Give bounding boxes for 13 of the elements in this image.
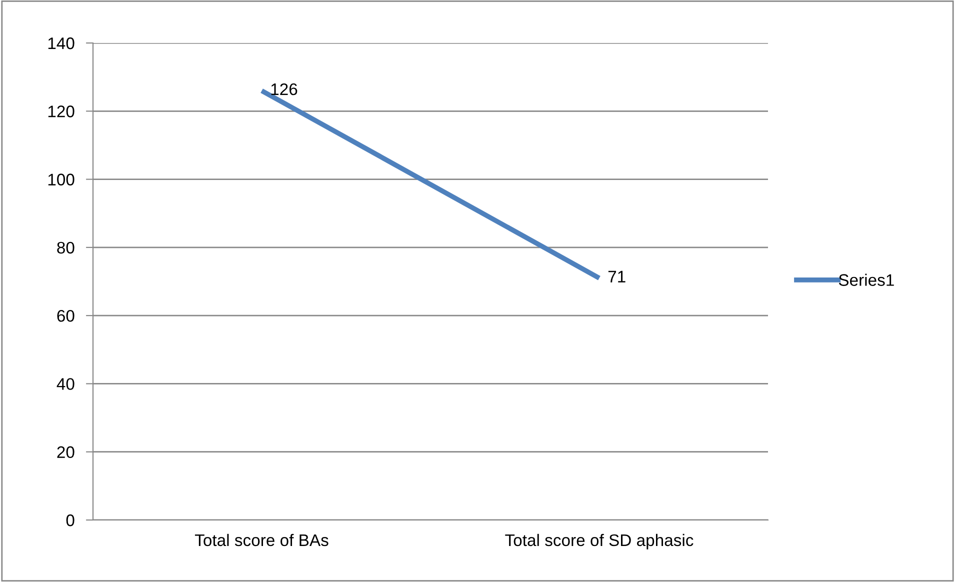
x-tick-label: Total score of BAs [194, 534, 328, 546]
y-tick-label: 0 [66, 514, 74, 526]
legend-label: Series1 [838, 274, 894, 286]
y-tick-label: 60 [57, 310, 74, 322]
y-tick-label: 80 [57, 242, 74, 254]
y-tick-label: 120 [48, 106, 74, 118]
y-tick-label: 140 [48, 37, 74, 50]
y-tick-label: 40 [56, 378, 74, 390]
y-tick-label: 100 [48, 174, 74, 186]
data-label: 71 [608, 270, 626, 282]
data-label: 126 [271, 83, 298, 96]
y-tick-label: 20 [57, 446, 74, 458]
x-tick-label: Total score of SD aphasic [505, 534, 694, 550]
